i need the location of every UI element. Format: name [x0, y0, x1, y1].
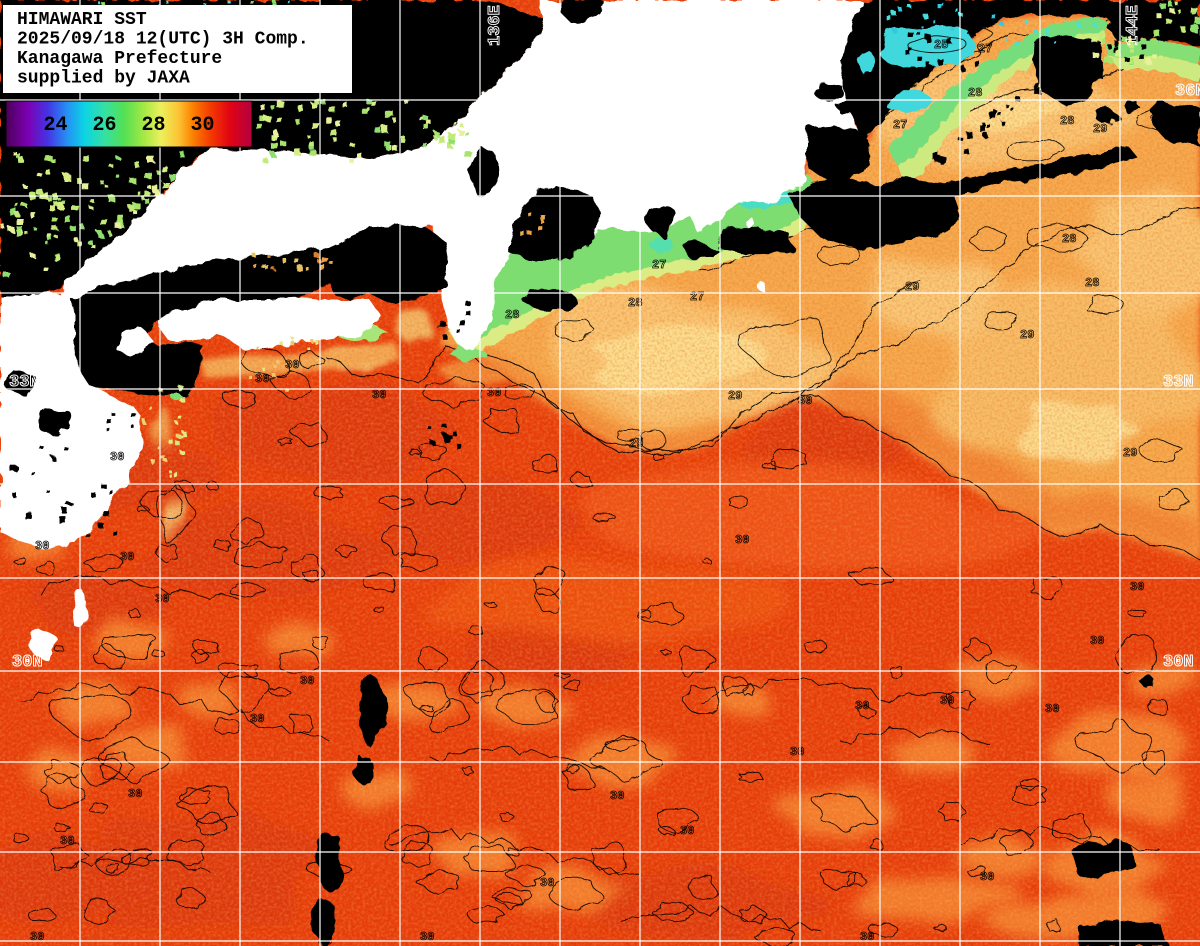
svg-text:30: 30 [680, 824, 694, 838]
svg-text:136E: 136E [486, 5, 505, 46]
svg-text:30: 30 [190, 114, 214, 137]
svg-text:30: 30 [540, 876, 554, 890]
svg-text:30: 30 [735, 533, 749, 547]
svg-text:29: 29 [1020, 328, 1034, 342]
svg-text:30: 30 [860, 930, 874, 944]
svg-text:24: 24 [43, 114, 67, 137]
svg-text:2025/09/18 12(UTC) 3H Comp.: 2025/09/18 12(UTC) 3H Comp. [17, 30, 309, 50]
svg-text:30: 30 [798, 394, 812, 408]
svg-text:29: 29 [905, 280, 919, 294]
svg-text:29: 29 [728, 389, 742, 403]
svg-text:30: 30 [1045, 702, 1059, 716]
svg-text:28: 28 [968, 86, 982, 100]
svg-text:29: 29 [1123, 446, 1137, 460]
svg-text:HIMAWARI SST: HIMAWARI SST [17, 10, 147, 30]
svg-text:30: 30 [487, 386, 501, 400]
svg-text:30: 30 [1130, 580, 1144, 594]
svg-text:36N: 36N [1175, 82, 1200, 101]
svg-text:28: 28 [141, 114, 165, 137]
svg-text:30: 30 [128, 787, 142, 801]
svg-text:29: 29 [1150, 108, 1164, 122]
svg-text:27: 27 [652, 258, 666, 272]
svg-text:28: 28 [1060, 114, 1074, 128]
svg-text:30: 30 [60, 834, 74, 848]
svg-text:30: 30 [155, 592, 169, 606]
svg-text:144E: 144E [1124, 5, 1143, 46]
svg-text:30: 30 [372, 388, 386, 402]
svg-text:29: 29 [1093, 122, 1107, 136]
svg-text:30: 30 [35, 539, 49, 553]
svg-text:30N: 30N [12, 653, 43, 672]
svg-text:30: 30 [110, 450, 124, 464]
svg-text:supplied by JAXA: supplied by JAXA [17, 69, 190, 89]
svg-text:30: 30 [30, 930, 44, 944]
svg-text:26: 26 [92, 114, 116, 137]
svg-text:Kanagawa Prefecture: Kanagawa Prefecture [17, 49, 222, 69]
svg-text:28: 28 [628, 296, 642, 310]
svg-text:28: 28 [1085, 276, 1099, 290]
svg-text:27: 27 [978, 42, 992, 56]
svg-text:30: 30 [285, 358, 299, 372]
svg-text:30: 30 [250, 712, 264, 726]
svg-text:30: 30 [980, 870, 994, 884]
svg-text:28: 28 [505, 308, 519, 322]
svg-text:30: 30 [790, 745, 804, 759]
svg-text:33N: 33N [1163, 373, 1194, 392]
svg-text:30: 30 [255, 372, 269, 386]
svg-text:30: 30 [300, 674, 314, 688]
svg-text:27: 27 [690, 290, 704, 304]
svg-text:30: 30 [420, 930, 434, 944]
svg-text:30: 30 [855, 699, 869, 713]
svg-text:30: 30 [120, 550, 134, 564]
svg-text:30: 30 [318, 934, 332, 946]
svg-text:30: 30 [940, 694, 954, 708]
svg-text:30: 30 [1090, 634, 1104, 648]
svg-text:33N: 33N [9, 373, 40, 392]
svg-text:30: 30 [610, 789, 624, 803]
svg-text:27: 27 [718, 239, 732, 253]
svg-text:28: 28 [1062, 232, 1076, 246]
svg-text:25: 25 [934, 38, 948, 52]
svg-text:30N: 30N [1163, 653, 1194, 672]
svg-text:27: 27 [893, 118, 907, 132]
svg-text:29: 29 [629, 437, 643, 451]
